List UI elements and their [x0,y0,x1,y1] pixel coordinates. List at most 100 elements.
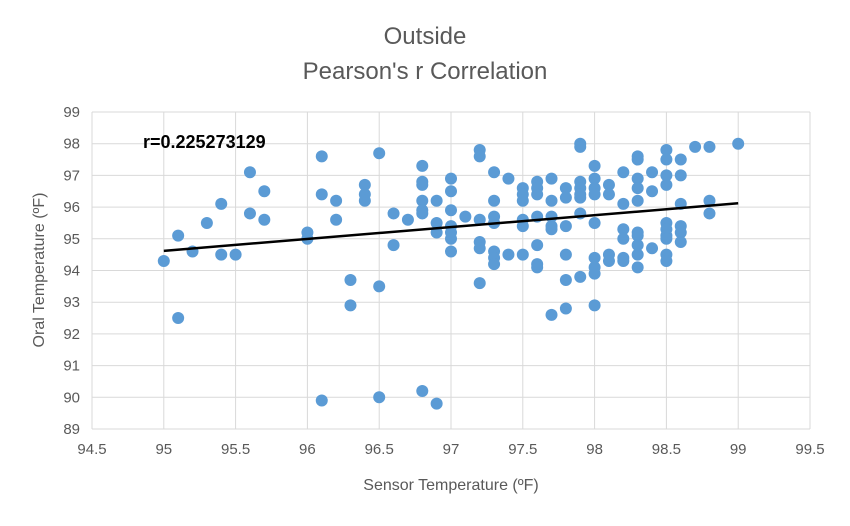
data-point [445,245,457,258]
x-tick-label: 97.5 [508,441,537,458]
data-point [588,251,601,264]
chart-subtitle: Pearson's r Correlation [303,58,548,85]
data-point [574,270,587,283]
data-point [545,308,558,321]
data-point [646,185,659,198]
x-tick-label: 97 [443,441,460,458]
data-point [416,207,429,220]
data-point [459,210,472,223]
data-point [172,312,185,325]
data-points [157,137,745,410]
y-tick-label: 99 [63,104,80,121]
data-point [674,153,687,166]
data-point [358,194,371,207]
y-axis-label: Oral Temperature (ºF) [31,193,48,348]
data-point [243,166,256,179]
data-point [445,232,457,245]
data-point [531,188,544,201]
data-point [674,235,687,248]
data-point [631,153,644,166]
data-point [445,204,457,217]
x-tick-label: 98 [586,441,603,458]
data-point [631,229,644,242]
data-point [315,150,328,163]
data-point [358,178,371,191]
data-point [229,248,242,261]
data-point [602,188,615,201]
data-point [602,178,615,191]
data-point [488,258,501,271]
data-point [200,216,213,229]
data-point [559,220,572,233]
data-point [703,140,716,153]
data-point [574,140,587,153]
tick-labels: 94.5 95 95.5 96 96.5 97 97.5 98 98.5 99 99.5 89 90 91… [63,104,824,458]
y-tick-label: 94 [63,263,80,280]
data-point [416,384,429,397]
x-tick-label: 95 [155,441,172,458]
data-point [631,239,644,252]
x-tick-label: 96.5 [365,441,394,458]
data-point [315,394,328,407]
data-point [488,166,501,179]
data-point [631,182,644,195]
data-point [516,194,529,207]
data-point [243,207,256,220]
data-point [516,248,529,261]
data-point [473,150,486,163]
data-point [258,185,271,198]
data-point [703,207,716,220]
data-point [330,194,343,207]
data-point [617,254,630,267]
y-tick-label: 98 [63,136,80,153]
data-point [258,213,271,226]
data-point [617,197,630,210]
data-point [373,147,386,160]
data-point [215,197,228,210]
chart-title: Outside [384,23,467,50]
data-point [559,191,572,204]
x-tick-label: 95.5 [221,441,250,458]
y-tick-label: 93 [63,294,80,311]
y-tick-label: 90 [63,389,80,406]
data-point [416,178,429,191]
data-point [516,220,529,233]
data-point [473,277,486,290]
data-point [416,194,429,207]
data-point [502,172,515,185]
data-point [660,178,673,191]
data-point [502,248,515,261]
data-point [445,185,457,198]
data-point [588,267,601,280]
data-point [430,397,443,410]
x-tick-label: 99.5 [795,441,824,458]
data-point [617,232,630,245]
data-point [588,216,601,229]
x-tick-label: 99 [730,441,747,458]
data-point [617,166,630,179]
data-point [631,172,644,185]
data-point [631,261,644,274]
data-point [559,302,572,315]
data-point [445,172,457,185]
gridlines [91,111,811,430]
data-point [531,239,544,252]
data-point [574,191,587,204]
data-point [588,172,601,185]
data-point [631,248,644,261]
data-point [373,391,386,404]
data-point [588,188,601,201]
data-point [531,261,544,274]
data-point [588,159,601,172]
trendline [163,202,739,253]
x-axis-label: Sensor Temperature (ºF) [363,477,538,494]
data-point [660,169,673,182]
data-point [660,254,673,267]
y-tick-label: 91 [63,358,80,375]
data-point [473,213,486,226]
y-tick-label: 89 [63,421,80,438]
x-tick-label: 94.5 [77,441,106,458]
data-point [660,232,673,245]
data-point [674,226,687,239]
